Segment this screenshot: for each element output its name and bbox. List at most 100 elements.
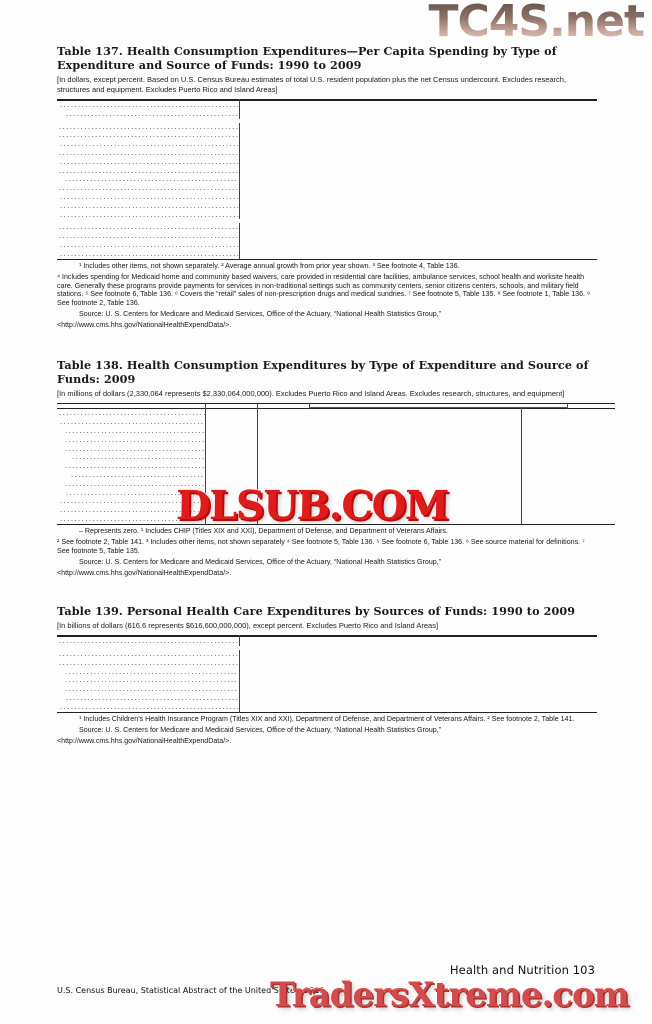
data-cell — [279, 140, 319, 149]
data-cell — [471, 418, 521, 427]
data-cell — [309, 409, 367, 418]
dot-leader: ........................................… — [60, 514, 205, 523]
row-label: ........................................… — [57, 685, 239, 694]
row-label: ........................................… — [57, 489, 205, 498]
table-row: ........................................… — [57, 676, 597, 686]
data-cell — [319, 211, 359, 220]
data-cell — [367, 515, 421, 524]
data-cell — [557, 650, 597, 659]
row-label: ........................................… — [57, 506, 205, 515]
data-cell — [520, 427, 568, 436]
data-cell — [279, 123, 319, 132]
data-cell — [309, 418, 367, 427]
data-cell — [319, 101, 359, 110]
data-cell — [398, 241, 438, 250]
data-cell — [279, 175, 319, 184]
data-cell — [471, 471, 521, 480]
dot-leader: ........................................… — [59, 232, 239, 241]
table-137-footnote-1: ¹ Includes other items, not shown separa… — [79, 262, 460, 271]
data-cell — [520, 497, 568, 507]
data-cell — [238, 240, 279, 250]
data-cell — [204, 444, 257, 454]
data-cell — [478, 241, 518, 250]
data-cell — [256, 470, 309, 480]
row-label: ........................................… — [57, 110, 239, 119]
data-cell — [256, 427, 309, 436]
dot-leader: ........................................… — [65, 685, 239, 694]
data-cell — [398, 250, 438, 259]
data-cell — [279, 211, 319, 220]
dot-leader: ........................................… — [65, 462, 205, 471]
data-cell — [204, 427, 257, 436]
table-row: ........................................… — [57, 444, 615, 454]
data-cell — [471, 506, 521, 515]
data-cell — [309, 515, 367, 524]
data-cell — [478, 223, 518, 232]
data-cell — [478, 650, 518, 659]
data-cell — [238, 232, 279, 241]
row-label: ........................................… — [57, 149, 239, 158]
data-cell — [478, 685, 518, 694]
data-cell — [238, 658, 279, 668]
table-row: ........................................… — [57, 131, 597, 141]
data-cell — [358, 668, 398, 677]
table-row: ........................................… — [57, 435, 615, 445]
data-cell — [358, 637, 398, 646]
data-cell — [256, 444, 309, 454]
table-138-source-url[interactable]: <http://www.cms.hhs.gov/NationalHealthEx… — [57, 569, 232, 578]
table-row: ........................................… — [57, 685, 597, 695]
data-cell — [421, 436, 471, 445]
row-label: ........................................… — [57, 650, 239, 659]
dot-leader: ........................................… — [60, 240, 239, 249]
data-cell — [557, 175, 597, 184]
data-cell — [557, 184, 597, 193]
data-cell — [358, 650, 398, 659]
data-cell — [319, 250, 359, 259]
data-cell — [438, 123, 478, 132]
row-label: ........................................… — [57, 427, 205, 436]
data-cell — [358, 241, 398, 250]
data-cell — [471, 445, 521, 454]
data-cell — [319, 131, 359, 140]
data-cell — [358, 685, 398, 694]
column-header — [308, 407, 367, 409]
data-cell — [309, 427, 367, 436]
row-label: ........................................… — [57, 453, 205, 462]
data-cell — [517, 149, 557, 158]
data-cell — [517, 140, 557, 149]
table-137-source-url[interactable]: <http://www.cms.hhs.gov/NationalHealthEx… — [57, 321, 232, 330]
dot-leader: ........................................… — [66, 109, 239, 118]
data-cell — [319, 676, 359, 685]
data-cell — [398, 211, 438, 220]
data-cell — [358, 232, 398, 241]
table-row: ........................................… — [57, 100, 597, 110]
dot-leader: ........................................… — [59, 409, 205, 418]
data-cell — [279, 241, 319, 250]
data-cell — [238, 694, 279, 703]
data-cell — [478, 668, 518, 677]
row-label: ........................................… — [57, 193, 239, 202]
table-138-source: Source: U. S. Centers for Medicare and M… — [79, 558, 442, 567]
table-138: ........................................… — [57, 403, 616, 525]
data-cell — [567, 480, 615, 489]
data-cell — [471, 480, 521, 489]
data-cell — [238, 667, 279, 677]
data-cell — [279, 676, 319, 685]
row-label: ........................................… — [57, 659, 239, 668]
data-cell — [557, 659, 597, 668]
data-cell — [398, 659, 438, 668]
data-cell — [517, 223, 557, 232]
data-cell — [238, 636, 279, 647]
data-cell — [520, 408, 568, 419]
table-row: ........................................… — [57, 201, 597, 211]
data-cell — [398, 149, 438, 158]
table-header-row — [57, 635, 597, 637]
data-cell — [319, 110, 359, 119]
data-cell — [279, 110, 319, 119]
row-label: ........................................… — [57, 140, 239, 149]
table-139-source-url[interactable]: <http://www.cms.hhs.gov/NationalHealthEx… — [57, 737, 232, 746]
data-cell — [279, 685, 319, 694]
data-cell — [517, 676, 557, 685]
data-cell — [204, 435, 257, 445]
data-cell — [471, 409, 521, 418]
